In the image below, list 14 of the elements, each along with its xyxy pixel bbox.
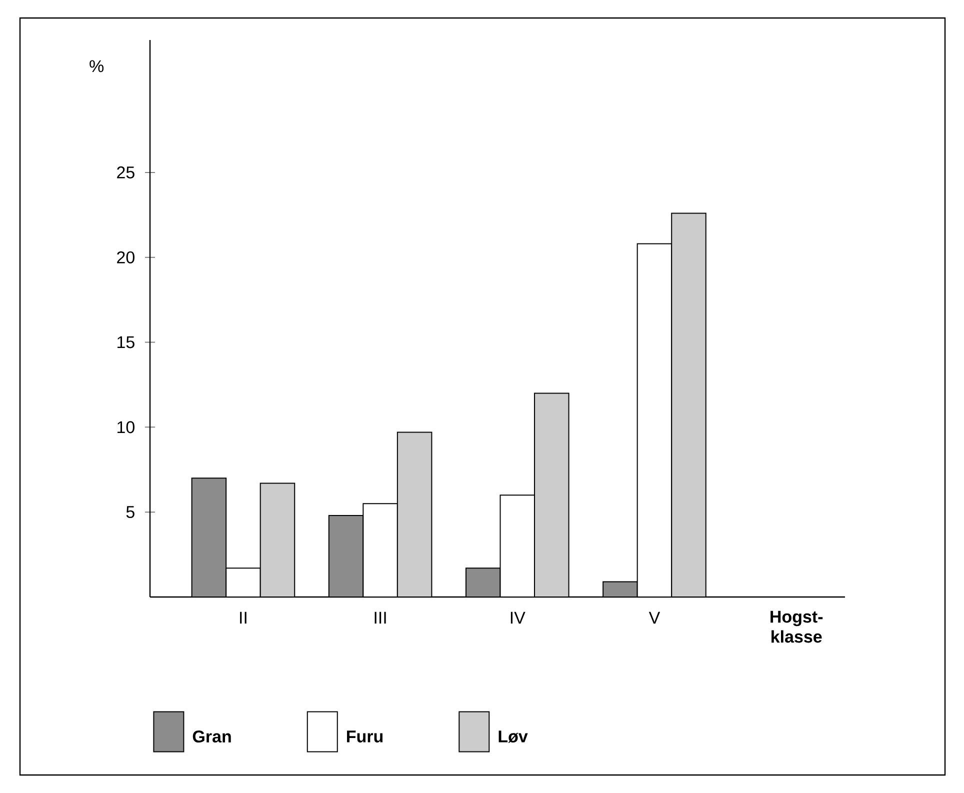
legend-label: Løv	[498, 730, 528, 743]
x-tick-label: III	[374, 612, 386, 624]
y-tick-label: 20	[117, 251, 134, 264]
x-tick-label: V	[648, 612, 660, 624]
y-axis-title: %	[90, 60, 104, 72]
legend-label: Gran	[192, 730, 231, 743]
x-tick-label: II	[240, 612, 246, 624]
y-tick-label: 25	[117, 166, 134, 178]
y-tick-label: 5	[126, 506, 134, 518]
y-tick-label: 10	[118, 421, 134, 434]
x-tick-label: IV	[510, 612, 526, 624]
legend-label: Furu	[347, 730, 383, 742]
x-axis-title: Hogst-klasse	[770, 610, 823, 643]
y-tick-label: 15	[118, 336, 134, 348]
